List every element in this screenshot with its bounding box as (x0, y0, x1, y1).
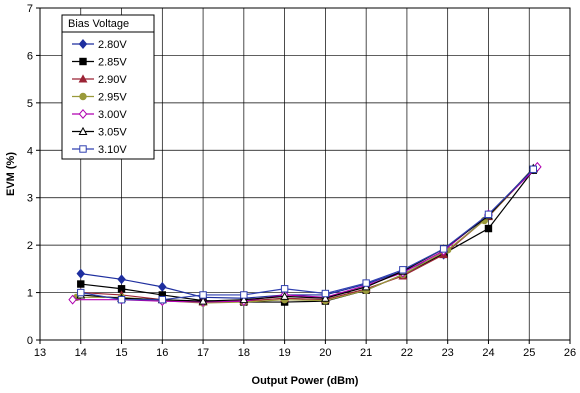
legend-label: 2.85V (98, 57, 127, 69)
legend-marker (79, 92, 87, 101)
data-point (280, 291, 290, 300)
data-point (484, 210, 493, 219)
legend-item: 3.10V (72, 144, 127, 156)
legend-item: 2.80V (72, 39, 127, 51)
x-tick-label: 16 (156, 347, 168, 359)
y-tick-label: 7 (27, 3, 33, 15)
data-point (321, 289, 330, 298)
x-tick-label: 13 (34, 347, 46, 359)
y-axis-title: EVM (%) (5, 152, 17, 196)
y-tick-label: 2 (27, 240, 33, 252)
legend-marker (78, 126, 88, 135)
data-point (399, 266, 407, 274)
data-point (240, 291, 248, 299)
legend: Bias Voltage 2.80V 2.85V 2.90V 2.95V 3.00V 3.… (61, 14, 155, 160)
x-tick-label: 21 (360, 347, 372, 359)
legend-item: 2.90V (72, 74, 127, 86)
plot-area (39, 7, 571, 341)
x-axis-title: Output Power (dBm) (252, 375, 359, 387)
legend-item: 2.95V (72, 92, 127, 104)
legend-marker (78, 39, 88, 49)
y-tick-label: 1 (27, 288, 33, 300)
legend-marker (78, 109, 88, 119)
series-line (72, 166, 538, 303)
series-3.10V (77, 165, 538, 304)
x-tick-label: 15 (115, 347, 127, 359)
x-tick-label: 19 (278, 347, 290, 359)
series-3.00V (68, 161, 542, 308)
legend-item: 3.05V (72, 127, 127, 139)
x-tick-label: 17 (197, 347, 209, 359)
x-tick-label: 14 (75, 347, 87, 359)
legend-label: 2.95V (98, 92, 127, 104)
legend-marker (79, 145, 87, 153)
data-point (239, 295, 249, 304)
data-point (76, 268, 86, 279)
x-tick-label: 18 (238, 347, 250, 359)
data-point (77, 280, 85, 288)
data-point (320, 293, 330, 302)
data-point (77, 288, 85, 297)
x-tick-label: 24 (482, 347, 494, 359)
data-point (362, 279, 370, 287)
series-line (76, 168, 534, 304)
y-tick-label: 3 (27, 193, 33, 205)
data-point (158, 281, 167, 292)
data-point (484, 224, 493, 233)
legend-marker (79, 57, 87, 66)
legend-label: 2.80V (98, 39, 127, 51)
legend-label: 3.05V (98, 127, 127, 139)
y-tick-label: 0 (27, 335, 33, 347)
data-point (117, 295, 126, 304)
data-point (280, 285, 289, 293)
data-series (68, 161, 542, 308)
x-tick-label: 25 (523, 347, 535, 359)
series-line (80, 167, 534, 302)
legend-box (61, 14, 155, 160)
legend-item: 2.85V (72, 57, 127, 69)
legend-label: 3.00V (98, 109, 127, 121)
data-point (439, 245, 448, 253)
data-point (158, 295, 167, 304)
legend-title: Bias Voltage (68, 18, 129, 30)
data-point (199, 291, 207, 299)
y-tick-label: 5 (27, 98, 33, 110)
legend-item: 3.00V (72, 109, 127, 121)
x-tick-label: 23 (442, 347, 454, 359)
data-point (533, 161, 542, 172)
series-2.95V (72, 165, 538, 307)
legend-marker (78, 74, 88, 83)
data-point (68, 294, 77, 305)
y-tick-label: 6 (27, 50, 33, 62)
y-tick-label: 4 (27, 145, 33, 157)
data-point (529, 165, 538, 173)
series-line (80, 168, 534, 301)
legend-label: 2.90V (98, 74, 127, 86)
data-point (117, 274, 126, 285)
x-tick-label: 22 (401, 347, 413, 359)
legend-label: 3.10V (98, 144, 127, 156)
data-point (198, 296, 208, 305)
x-tick-label: 26 (564, 347, 576, 359)
x-tick-label: 20 (319, 347, 331, 359)
